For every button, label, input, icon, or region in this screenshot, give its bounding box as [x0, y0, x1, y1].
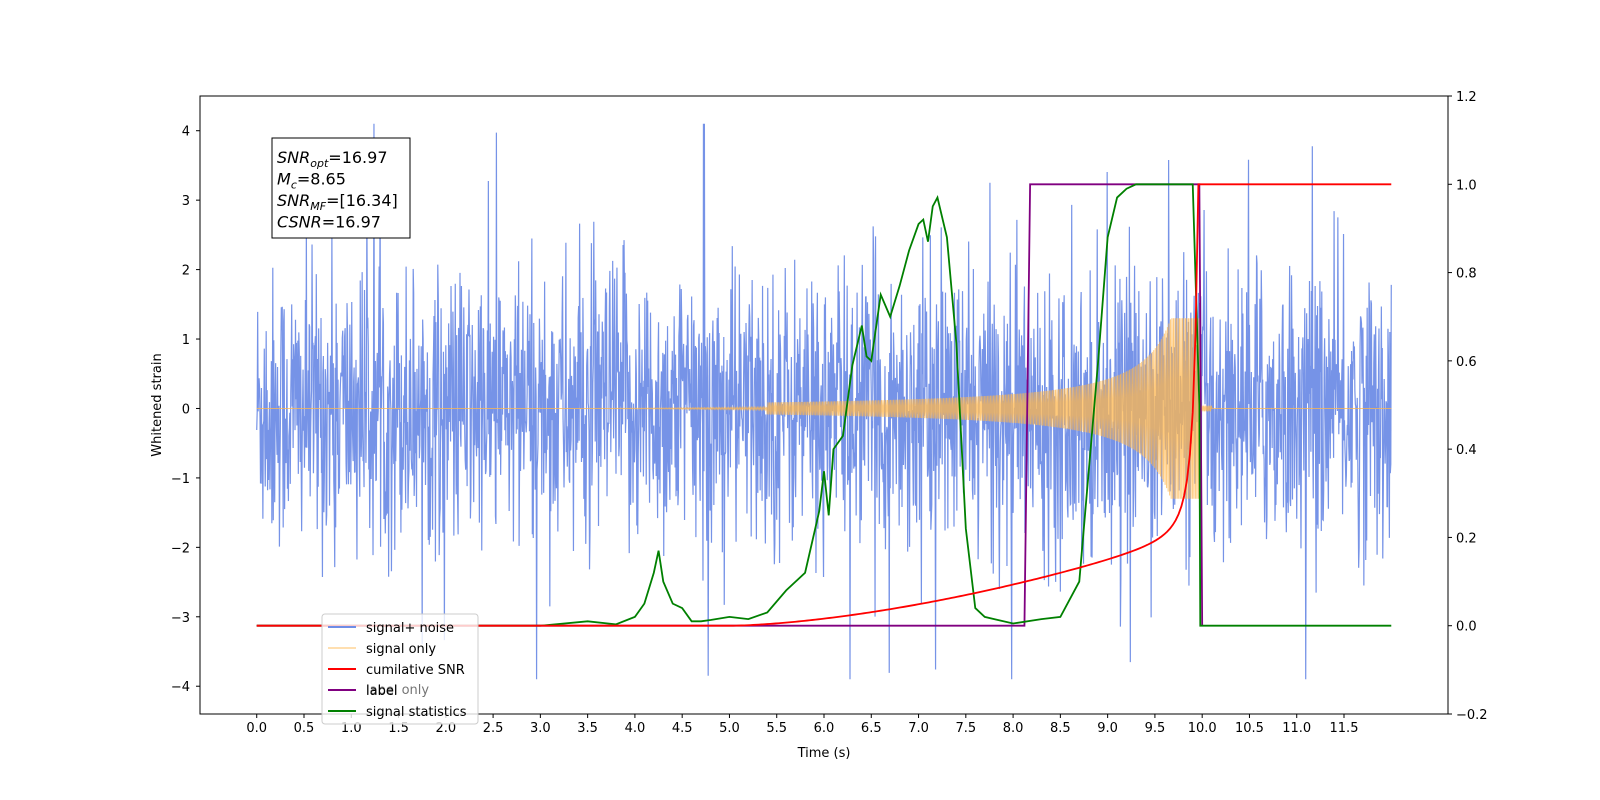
series-layer: [256, 123, 1392, 680]
y-right-tick-label: 0.0: [1456, 620, 1477, 635]
y-left-tick-label: 2: [182, 264, 190, 279]
legend-hidden-entry-label: label only: [366, 683, 429, 698]
x-tick-label: 8.5: [1050, 721, 1071, 736]
annotation-line: Mc=8.65: [277, 170, 346, 192]
y-right-tick-label: 0.8: [1456, 267, 1477, 282]
annotation-frame: [271, 137, 411, 239]
x-tick-label: 1.0: [341, 721, 362, 736]
y-right-tick-label: 0.4: [1456, 443, 1477, 458]
legend-frame: [321, 613, 479, 725]
x-tick-label: 7.0: [908, 721, 929, 736]
x-tick-label: 4.0: [625, 721, 646, 736]
x-tick-label: 10.0: [1188, 721, 1217, 736]
annotation-line: CSNR=16.97: [277, 213, 381, 232]
x-tick-label: 9.0: [1097, 721, 1118, 736]
axes-layer: 0.0 0.5 1.0 1.5 2.0 2.5 3.0 3.5 4.0 4.5 5.0 5.5 6.0 6…: [150, 90, 1488, 761]
x-tick-label: 2.0: [435, 721, 456, 736]
legend-entry-label: label: [366, 684, 397, 699]
y-right-tick-label: 0.6: [1456, 355, 1477, 370]
legend-entry-label: signal+ noise: [366, 621, 454, 636]
x-tick-label: 3.0: [530, 721, 551, 736]
x-tick-label: 7.5: [955, 721, 976, 736]
x-tick-label: 10.5: [1235, 721, 1264, 736]
y-right-tick-label: 0.2: [1456, 531, 1477, 546]
legend-entry-label: signal statistics: [366, 705, 467, 720]
y-left-tick-label: 0: [182, 402, 190, 417]
annotation-line: SNRopt=16.97: [277, 148, 388, 170]
x-tick-label: 2.5: [483, 721, 504, 736]
y-left-tick-label: 3: [182, 194, 190, 209]
series-signal-statistics-line: [256, 183, 1392, 627]
legend: signal+ noise signal only cumilative SNR la…: [321, 613, 479, 725]
y-right-tick-label: 1.2: [1456, 90, 1477, 105]
y-left-tick-label: −3: [171, 611, 190, 626]
y-left-tick-label: 4: [182, 125, 190, 140]
y-right-tick-label: 1.0: [1456, 178, 1477, 193]
x-axis-label: Time (s): [797, 746, 851, 761]
y-left-tick-label: −1: [171, 472, 190, 487]
y-axis-label: Whitened strain: [150, 353, 165, 456]
x-tick-label: 1.5: [388, 721, 409, 736]
x-tick-label: 8.0: [1003, 721, 1024, 736]
series-signal-only-line: [256, 318, 1392, 499]
x-tick-label: 3.5: [577, 721, 598, 736]
x-tick-label: 0.0: [246, 721, 267, 736]
y-right-tick-label: −0.2: [1456, 708, 1488, 723]
y-left-tick-label: −4: [171, 680, 190, 695]
x-tick-label: 5.5: [766, 721, 787, 736]
legend-entry-label: signal only: [366, 642, 436, 657]
series-signal-plus-noise-line: [256, 123, 1392, 680]
x-tick-label: 4.5: [672, 721, 693, 736]
x-tick-label: 0.5: [294, 721, 315, 736]
x-tick-label: 6.0: [814, 721, 835, 736]
legend-entry-label: cumilative SNR: [366, 663, 465, 678]
y-left-tick-label: −2: [171, 541, 190, 556]
x-tick-label: 11.0: [1282, 721, 1311, 736]
x-tick-label: 6.5: [861, 721, 882, 736]
annotation-box: SNRopt=16.97Mc=8.65SNRMF=[16.34]CSNR=16.…: [271, 137, 411, 239]
x-tick-label: 11.5: [1330, 721, 1359, 736]
annotation-line: SNRMF=[16.34]: [277, 191, 398, 213]
y-left-tick-label: 1: [182, 333, 190, 348]
series-label-line: [256, 183, 1204, 627]
x-tick-label: 5.0: [719, 721, 740, 736]
x-tick-label: 9.5: [1145, 721, 1166, 736]
